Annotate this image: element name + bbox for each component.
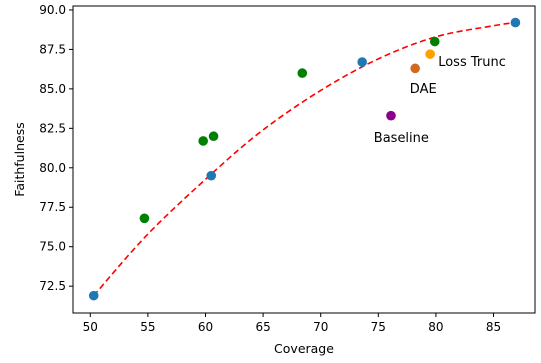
x-tick-label: 85 — [486, 320, 501, 334]
annotation-dae: DAE — [410, 82, 437, 97]
annotation-loss-trunc: Loss Trunc — [438, 55, 506, 70]
scatter-point-s1-3 — [297, 68, 308, 78]
scatter-point-s1-0 — [139, 213, 150, 224]
scatter-point-s0-3 — [510, 17, 521, 28]
fit-curve — [93, 21, 516, 297]
y-tick-label: 75.0 — [39, 240, 66, 254]
x-tick-label: 70 — [313, 320, 328, 334]
loss-trunc-point — [425, 49, 435, 59]
scatter-point-s0-0 — [88, 290, 99, 301]
plot-frame — [72, 5, 536, 314]
dae-point — [410, 63, 420, 74]
y-axis-title: Faithfulness — [12, 122, 27, 196]
x-axis-title: Coverage — [274, 341, 334, 356]
scatter-point-s1-2 — [208, 131, 219, 142]
y-tick-label: 85.0 — [39, 82, 66, 96]
x-tick-label: 60 — [198, 320, 213, 334]
y-tick-label: 77.5 — [39, 200, 66, 214]
scatter-point-s1-4 — [429, 36, 440, 47]
annotation-baseline: Baseline — [374, 131, 429, 146]
x-tick-label: 50 — [83, 320, 98, 334]
x-tick-label: 65 — [255, 320, 270, 334]
y-tick-label: 90.0 — [39, 3, 66, 17]
baseline-point — [386, 110, 396, 121]
y-tick-label: 72.5 — [39, 279, 66, 293]
y-tick-label: 80.0 — [39, 161, 66, 175]
y-tick-label: 87.5 — [39, 42, 66, 56]
scatter-point-s1-1 — [198, 136, 208, 146]
x-tick-label: 75 — [371, 320, 386, 334]
scatter-point-s0-1 — [206, 170, 217, 181]
x-tick-label: 55 — [140, 320, 155, 334]
fit-curve-layer — [93, 21, 516, 297]
y-tick-label: 82.5 — [39, 121, 66, 135]
x-tick-label: 80 — [428, 320, 443, 334]
axes-layer: 50 55 60 65 70 75 80 85 72.5 75.0 77.5 80.0 82.5 85.0… — [39, 3, 536, 334]
scatter-point-s0-2 — [357, 57, 367, 67]
points-layer — [88, 17, 521, 301]
